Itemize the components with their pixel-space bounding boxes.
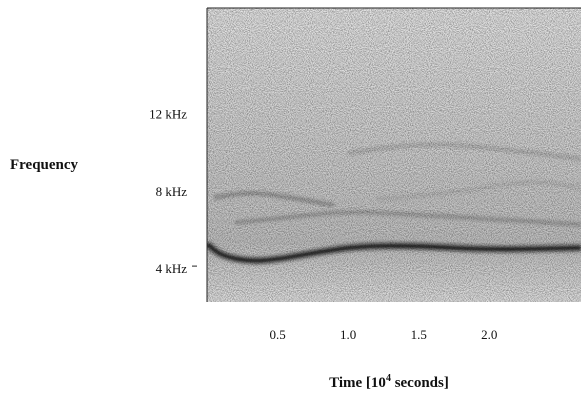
x-axis-title-prefix: Time [10 (329, 375, 386, 391)
y-axis-title: Frequency (10, 157, 79, 173)
x-tick-label: 2.0 (481, 327, 497, 342)
x-tick-label: 1.0 (340, 327, 356, 342)
x-axis-ticks: 0.5 1.0 1.5 2.0 (269, 327, 497, 342)
y-tick-label: 4 kHz (156, 261, 188, 276)
y-axis-ticks: 4 kHz 8 kHz 12 kHz (149, 106, 197, 276)
x-axis-title-superscript: 4 (386, 373, 391, 384)
y-tick-label: 12 kHz (149, 106, 187, 121)
y-tick-label: 8 kHz (156, 184, 188, 199)
spectrogram-noise (207, 8, 581, 302)
x-tick-label: 0.5 (269, 327, 285, 342)
plot-area (207, 8, 581, 302)
x-axis-title: Time [104 seconds] (329, 373, 449, 391)
x-tick-label: 1.5 (411, 327, 427, 342)
x-axis-title-suffix: seconds] (391, 375, 449, 391)
